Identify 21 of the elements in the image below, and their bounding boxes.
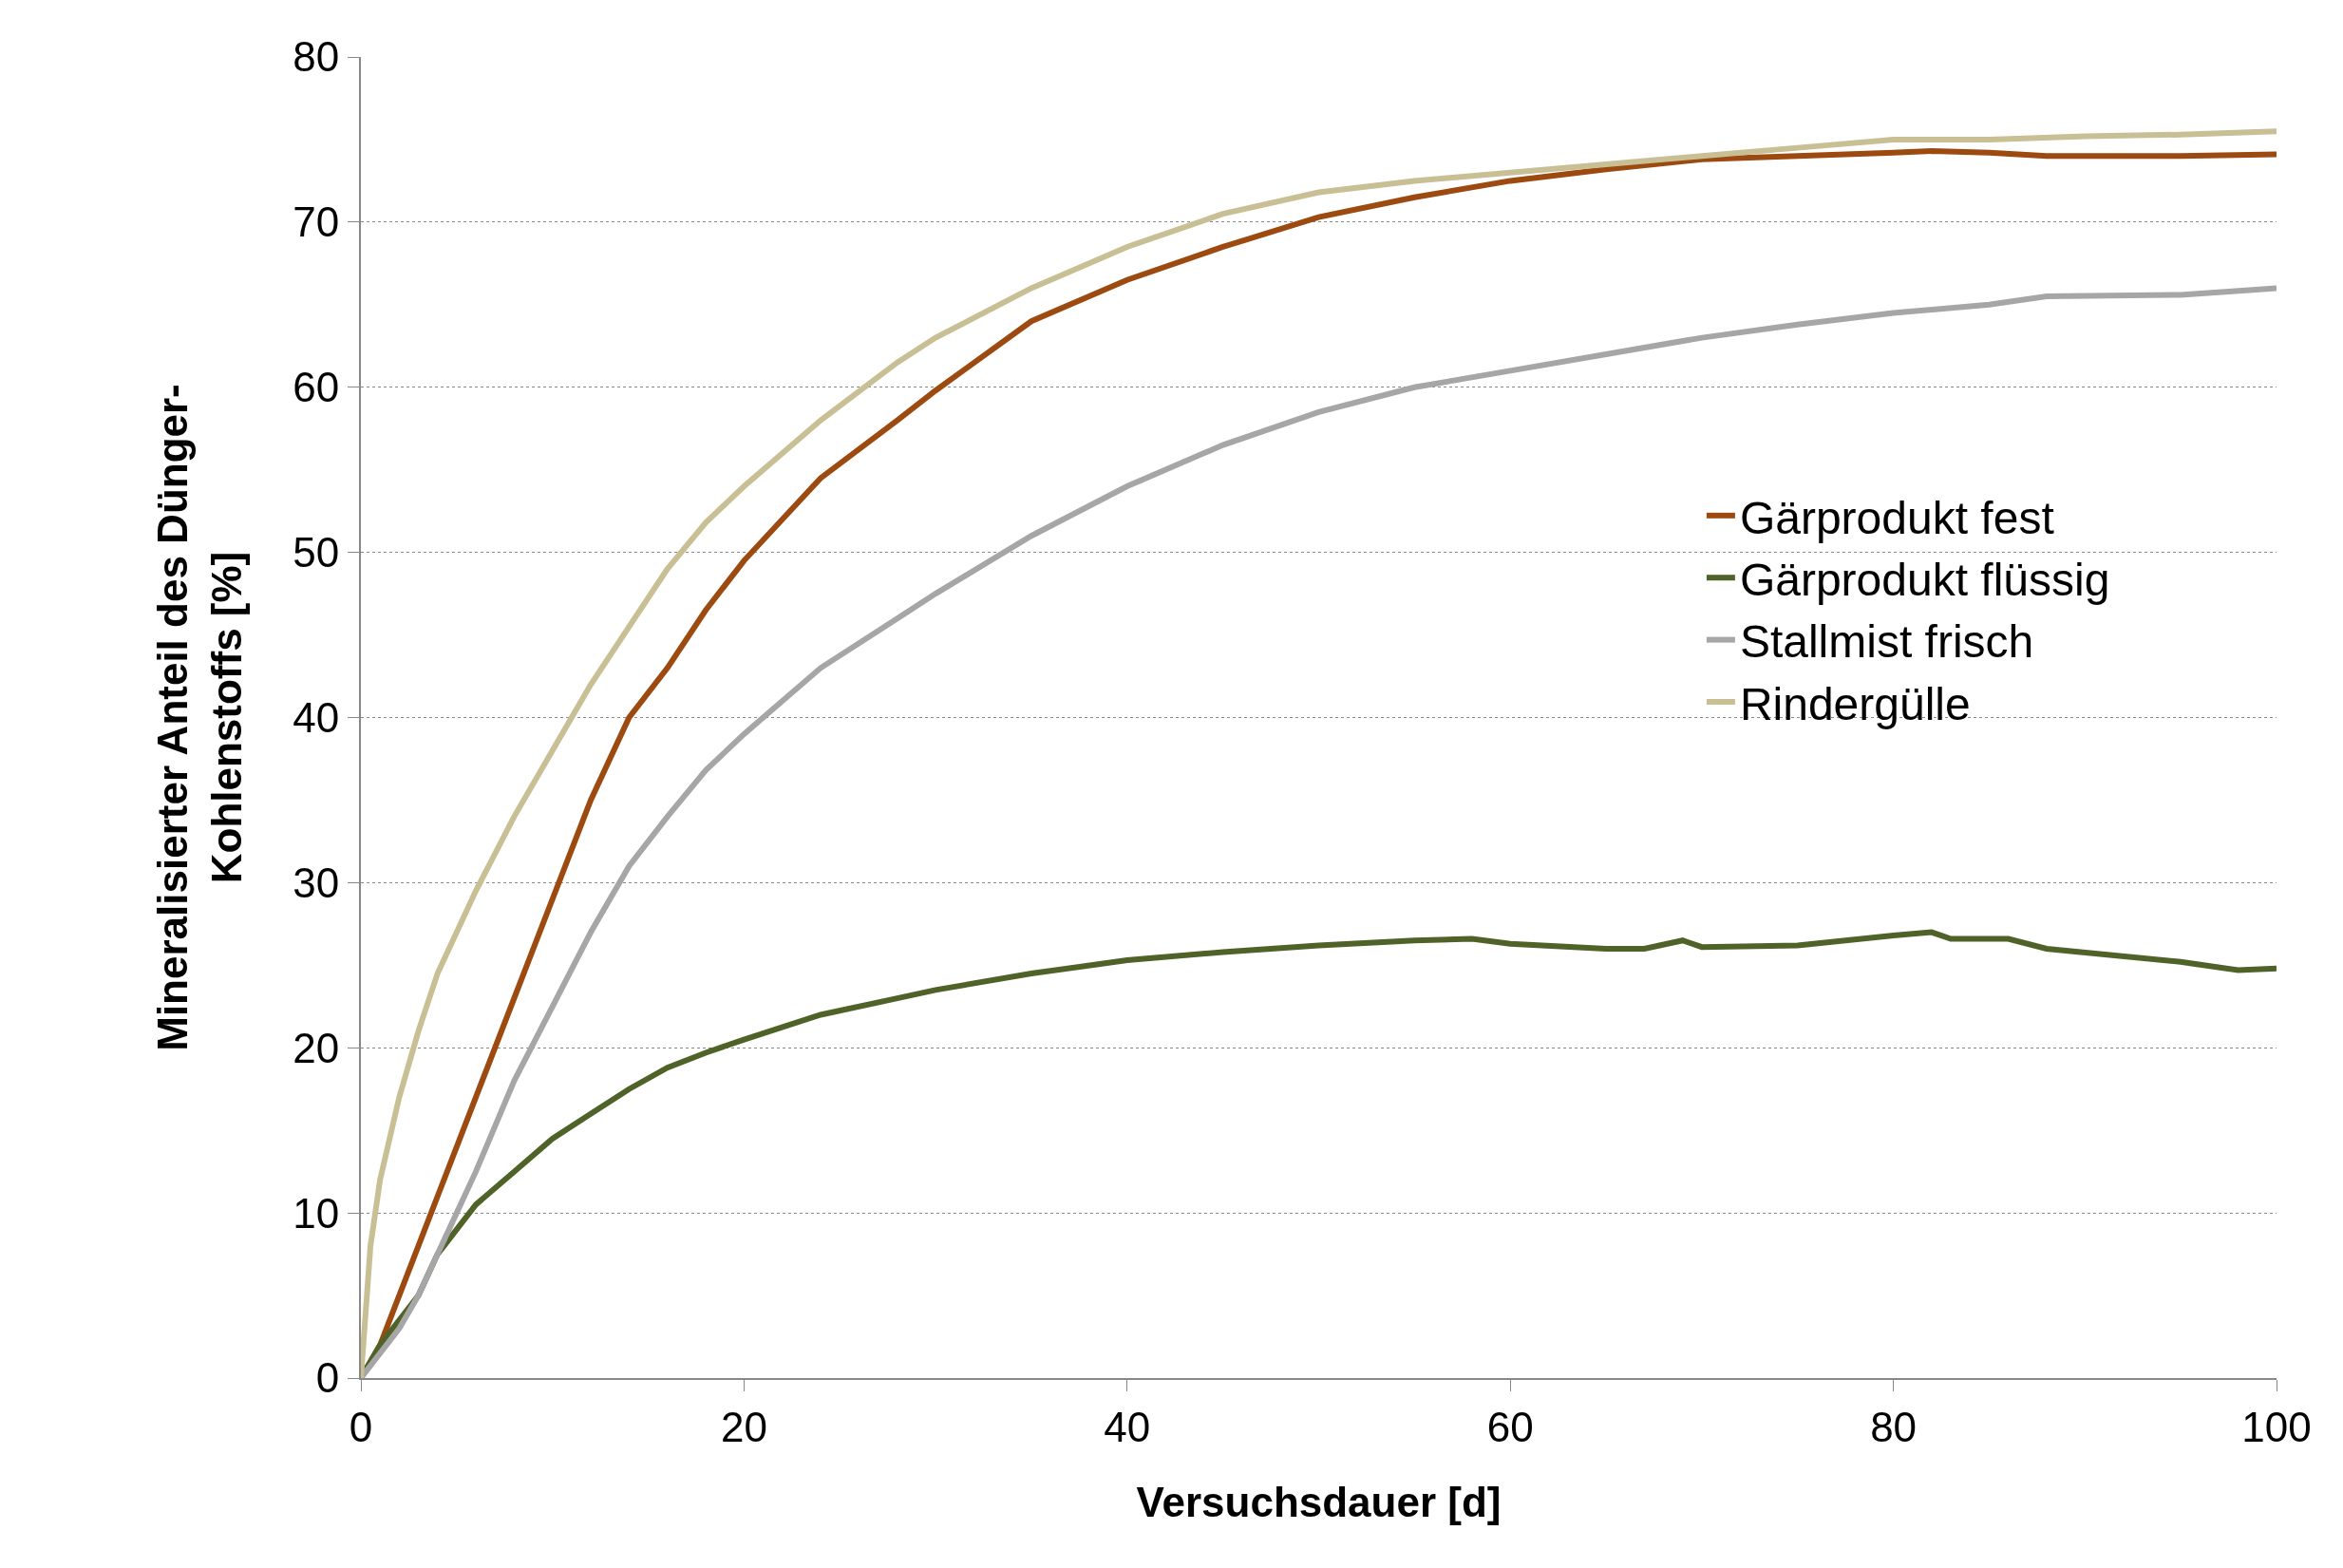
x-tick-label: 100 [2241, 1403, 2312, 1450]
legend-label: Rindergülle [1739, 678, 1971, 729]
legend-label: Gärprodukt fest [1739, 492, 2054, 543]
x-tick-label: 20 [720, 1403, 767, 1450]
y-axis-title: Mineralisierter Anteil des Dünger-Kohlenstoffs [%] [148, 384, 250, 1051]
y-tick-label: 0 [315, 1354, 340, 1402]
y-tick-label: 50 [293, 529, 340, 576]
x-tick-label: 40 [1104, 1403, 1151, 1450]
y-tick-label: 20 [293, 1024, 340, 1071]
y-tick-label: 80 [293, 33, 340, 81]
x-tick-label: 0 [349, 1403, 373, 1450]
x-axis-title: Versuchsdauer [d] [1136, 1478, 1502, 1525]
x-tick-label: 60 [1486, 1403, 1534, 1450]
y-tick-label: 40 [293, 693, 340, 741]
legend-label: Stallmist frisch [1739, 616, 2034, 668]
y-tick-label: 10 [293, 1189, 340, 1237]
legend-label: Gärprodukt flüssig [1739, 554, 2110, 605]
y-tick-label: 70 [293, 198, 340, 246]
x-tick-label: 80 [1870, 1403, 1918, 1450]
y-tick-label: 60 [293, 364, 340, 411]
y-tick-label: 30 [293, 859, 340, 906]
